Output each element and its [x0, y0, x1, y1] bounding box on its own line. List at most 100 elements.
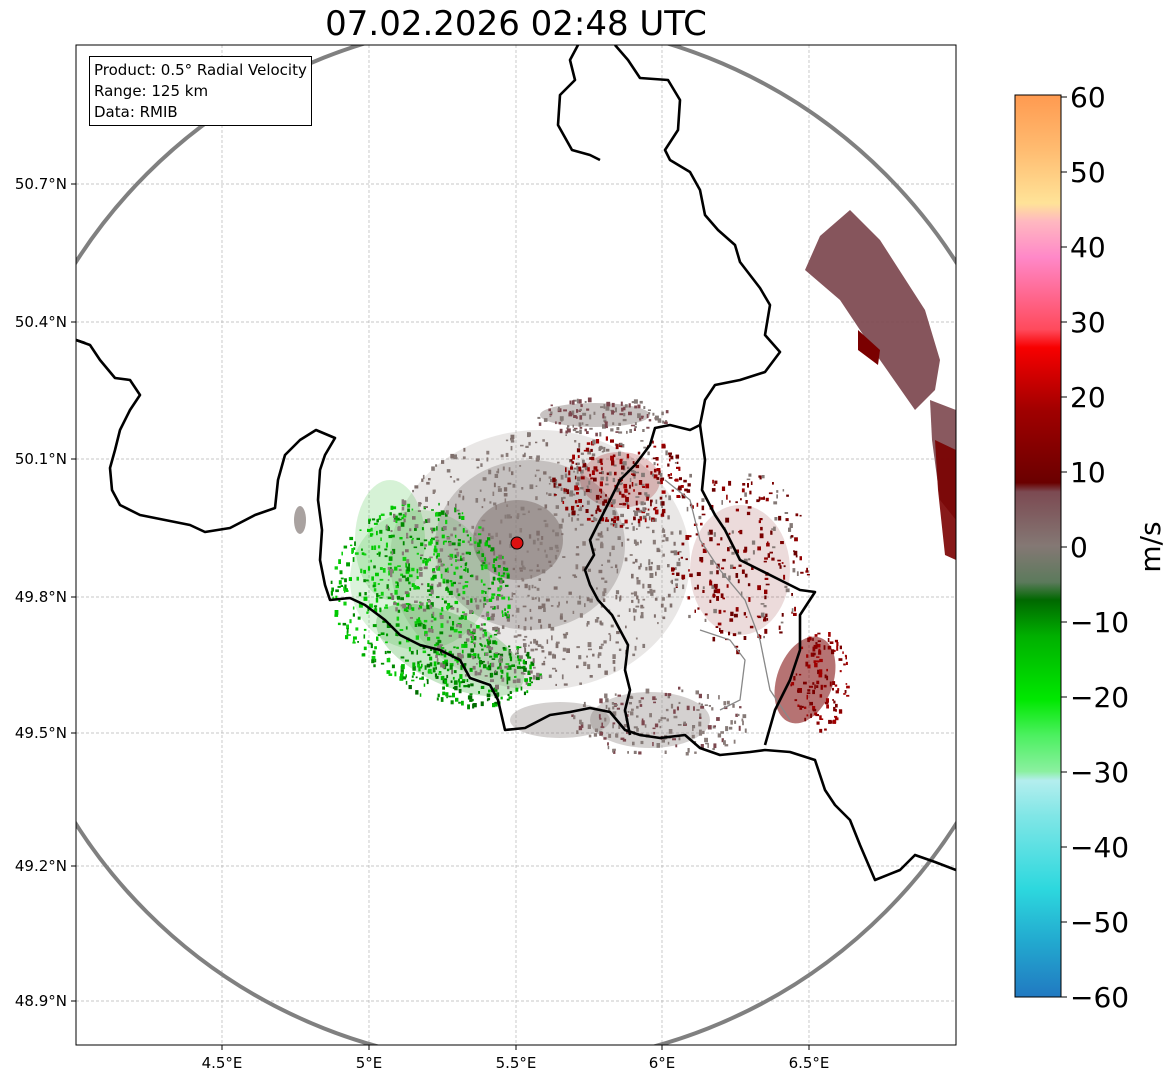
echo-pixel	[725, 726, 729, 732]
echo-pixel	[505, 663, 510, 665]
echo-pixel	[608, 633, 611, 635]
echo-pixel	[715, 626, 719, 628]
echo-pixel	[419, 660, 422, 663]
echo-pixel	[633, 399, 638, 404]
echo-pixel	[506, 680, 509, 685]
echo-pixel	[481, 644, 483, 647]
echo-pixel	[412, 671, 415, 676]
echo-pixel	[501, 677, 505, 682]
echo-pixel	[471, 655, 473, 658]
echo-pixel	[502, 561, 506, 565]
echo-pixel	[468, 633, 473, 636]
echo-pixel	[732, 633, 737, 637]
echo-pixel	[543, 660, 546, 663]
echo-pixel	[535, 496, 538, 501]
echo-pixel	[372, 624, 377, 628]
echo-pixel	[810, 652, 815, 657]
echo-pixel	[522, 605, 527, 608]
echo-pixel	[429, 662, 433, 667]
echo-pixel	[434, 644, 437, 647]
echo-pixel	[632, 741, 635, 746]
echo-pixel	[567, 425, 570, 428]
echo-pixel	[660, 716, 664, 720]
echo-pixel	[615, 733, 619, 738]
echo-pixel	[574, 475, 577, 480]
echo-pixel	[474, 541, 477, 544]
echo-pixel	[698, 702, 701, 705]
echo-pixel	[426, 604, 431, 610]
echo-pixel	[578, 442, 581, 448]
echo-pixel	[357, 616, 361, 620]
echo-pixel	[843, 663, 846, 666]
echo-pixel	[523, 661, 527, 665]
echo-pixel	[352, 557, 355, 562]
echo-pixel	[637, 599, 640, 604]
echo-pixel	[615, 431, 619, 433]
echo-pixel	[541, 662, 546, 666]
echo-pixel	[408, 563, 410, 567]
echo-pixel	[546, 492, 548, 495]
echo-pixel	[626, 490, 629, 493]
colorbar-tick-label: 20	[1070, 381, 1106, 414]
echo-pixel	[668, 594, 671, 597]
echo-pixel	[763, 635, 765, 639]
echo-pixel	[729, 546, 733, 549]
echo-pixel	[588, 734, 592, 738]
echo-pixel	[776, 490, 779, 493]
echo-pixel	[812, 638, 814, 641]
echo-pixel	[558, 523, 563, 529]
echo-pixel	[469, 693, 473, 695]
echo-pixel	[519, 528, 523, 533]
echo-pixel	[620, 702, 624, 706]
echo-pixel	[470, 598, 473, 603]
echo-pixel	[621, 472, 624, 475]
echo-pixel	[795, 554, 798, 558]
echo-pixel	[577, 455, 580, 458]
echo-pixel	[380, 662, 385, 665]
echo-pixel	[687, 483, 691, 487]
echo-pixel	[493, 687, 498, 692]
echo-pixel	[563, 488, 566, 492]
y-tick-label: 49.2°N	[15, 857, 67, 875]
echo-pixel	[627, 711, 630, 713]
echo-pixel	[517, 666, 521, 669]
echo-pixel	[645, 688, 650, 694]
echo-pixel	[744, 546, 748, 552]
echo-pixel	[523, 567, 526, 570]
echo-pixel	[435, 539, 440, 542]
echo-pixel	[731, 530, 734, 534]
echo-pixel	[591, 520, 595, 523]
echo-pixel	[504, 514, 507, 519]
echo-pixel	[548, 674, 552, 678]
echo-pixel	[613, 516, 616, 520]
echo-pixel	[490, 596, 495, 600]
echo-pixel	[430, 583, 434, 586]
echo-pixel	[475, 575, 479, 581]
colorbar-tick-label: 40	[1070, 231, 1106, 264]
echo-pixel	[469, 543, 473, 546]
echo-pixel	[701, 513, 706, 516]
echo-pixel	[806, 692, 811, 694]
echo-pixel	[470, 683, 474, 687]
echo-pixel	[400, 656, 405, 659]
echo-pixel	[608, 471, 612, 476]
echo-pixel	[481, 560, 484, 562]
echo-pixel	[571, 714, 574, 717]
echo-pixel	[674, 567, 677, 570]
echo-pixel	[429, 656, 433, 661]
echo-pixel	[470, 648, 475, 653]
echo-pixel	[450, 563, 453, 566]
echo-pixel	[652, 696, 656, 701]
echo-pixel	[482, 562, 486, 564]
echo-pixel	[461, 679, 466, 682]
echo-pixel	[629, 554, 633, 556]
echo-pixel	[586, 655, 588, 658]
echo-pixel	[343, 586, 346, 591]
echo-pixel	[400, 671, 404, 674]
echo-pixel	[808, 637, 812, 641]
echo-pixel	[799, 705, 802, 708]
echo-pixel	[514, 652, 517, 656]
echo-pixel	[428, 478, 431, 481]
echo-pixel	[423, 558, 427, 560]
echo-pixel	[393, 506, 397, 510]
